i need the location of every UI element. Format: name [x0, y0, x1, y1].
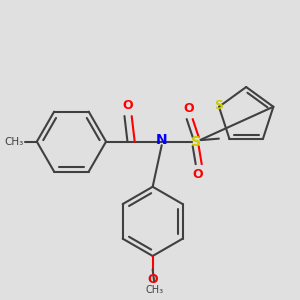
- Text: O: O: [184, 103, 194, 116]
- Text: O: O: [123, 99, 134, 112]
- Text: O: O: [193, 168, 203, 181]
- Text: CH₃: CH₃: [4, 136, 23, 147]
- Text: O: O: [147, 273, 158, 286]
- Text: N: N: [156, 133, 167, 147]
- Text: CH₃: CH₃: [145, 285, 163, 295]
- Text: S: S: [214, 99, 224, 112]
- Text: S: S: [191, 135, 201, 148]
